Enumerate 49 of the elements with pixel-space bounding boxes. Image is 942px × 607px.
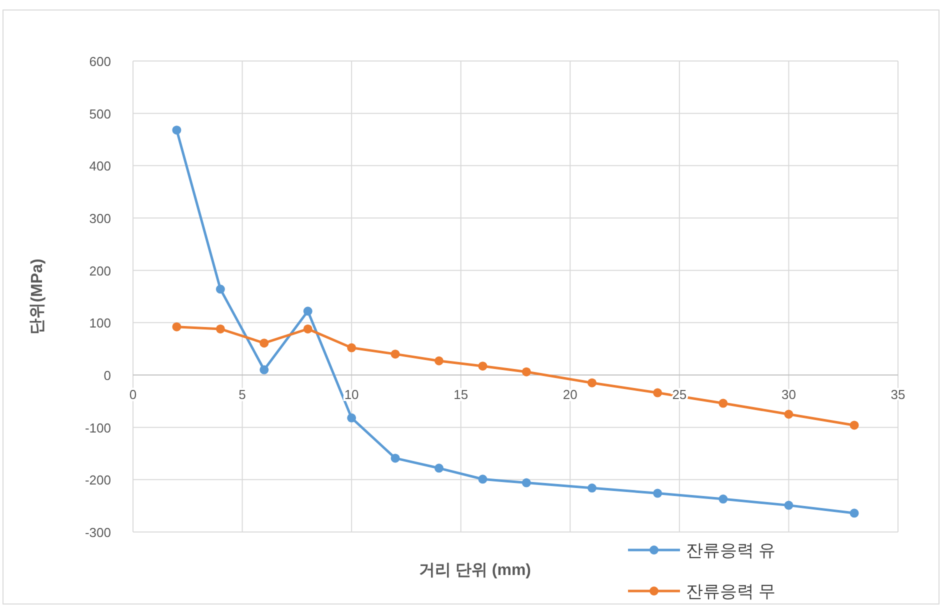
point (522, 478, 531, 488)
point (784, 410, 794, 419)
point (718, 398, 728, 408)
legend-label: 잔류응력 무 (686, 582, 776, 601)
x-tick-label: 30 (781, 387, 796, 402)
point (522, 367, 531, 376)
point (478, 362, 488, 371)
point (718, 494, 728, 504)
y-tick-label: -100 (84, 420, 111, 436)
x-tick-label: 10 (344, 387, 359, 402)
point (216, 284, 225, 294)
y-tick-label: -200 (84, 472, 111, 488)
point (653, 388, 662, 398)
legend-label: 잔류응력 유 (686, 541, 776, 560)
point (172, 322, 182, 332)
point (172, 126, 182, 135)
point (434, 464, 444, 473)
y-tick-label: -300 (84, 525, 111, 540)
point (260, 338, 269, 348)
y-tick-label: 400 (89, 158, 111, 174)
point (347, 413, 356, 422)
point (390, 350, 400, 359)
point (434, 356, 444, 366)
y-tick-label: 300 (89, 211, 111, 226)
point (216, 324, 225, 334)
y-tick-label: 100 (89, 316, 111, 331)
x-tick-label: 15 (454, 387, 468, 402)
y-tick-label: 200 (89, 263, 111, 278)
point (588, 484, 596, 493)
point (850, 508, 859, 518)
point (850, 420, 859, 430)
x-axis-title: 거리 단위 (mm) (419, 562, 531, 579)
point (784, 500, 794, 510)
point (260, 365, 269, 374)
point (303, 306, 312, 316)
y-tick-label: 600 (89, 54, 111, 69)
x-tick-label: 20 (562, 387, 578, 402)
point (588, 378, 596, 388)
y-tick-label: 500 (89, 106, 111, 122)
y-tick-label: 0 (104, 368, 111, 383)
point (653, 488, 662, 498)
point (390, 454, 400, 463)
point (347, 343, 356, 352)
x-tick-label: 5 (238, 387, 246, 402)
x-tick-label: 0 (129, 387, 137, 402)
y-axis-title: 단위(MPa) (29, 258, 46, 334)
x-tick-label: 35 (890, 387, 906, 402)
point (478, 474, 488, 484)
point (303, 324, 312, 334)
